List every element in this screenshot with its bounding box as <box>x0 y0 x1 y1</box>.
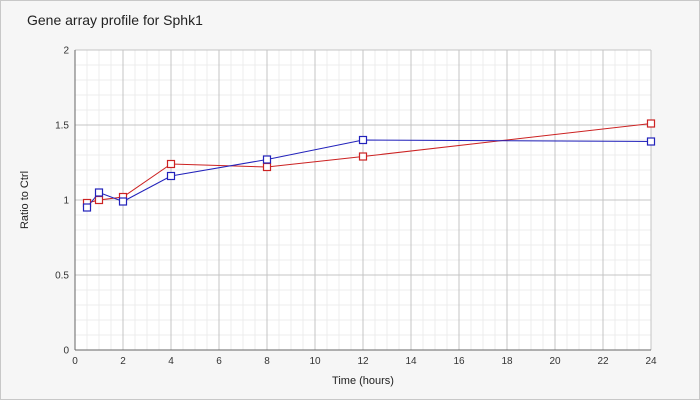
series-1-point <box>94 195 104 205</box>
x-tick-label: 14 <box>405 356 417 367</box>
x-tick-label: 0 <box>72 356 78 367</box>
x-tick-label: 2 <box>120 356 126 367</box>
y-tick-label: 2 <box>63 46 69 57</box>
series-2-point <box>82 203 92 212</box>
y-tick-label: 0 <box>63 346 69 357</box>
x-tick-label: 20 <box>549 356 561 367</box>
series-2-point <box>262 155 272 164</box>
chart-title: Gene array profile for Sphk1 <box>27 12 203 28</box>
series-1-point <box>358 152 368 161</box>
x-tick-label: 4 <box>168 356 174 367</box>
x-tick-label: 18 <box>501 356 513 367</box>
series-2-point <box>646 137 656 146</box>
x-axis-label: Time (hours) <box>332 375 394 387</box>
series-1-point <box>262 162 272 172</box>
series-2-point <box>118 197 128 206</box>
series-1-point <box>646 119 656 128</box>
y-axis-label: Ratio to Ctrl <box>19 171 31 229</box>
x-tick-label: 16 <box>453 356 465 367</box>
series-2-point <box>94 188 104 197</box>
series-2-point <box>166 171 176 181</box>
x-tick-label: 8 <box>264 356 270 367</box>
series-group <box>82 119 656 212</box>
y-tick-label: 0.5 <box>55 271 69 282</box>
y-tick-label: 1.5 <box>55 121 69 132</box>
axes <box>74 50 651 351</box>
series-1-point <box>166 159 176 169</box>
x-tick-label: 22 <box>597 356 609 367</box>
y-tick-label: 1 <box>63 196 69 207</box>
x-tick-label: 12 <box>357 356 369 367</box>
x-tick-label: 24 <box>645 356 657 367</box>
x-tick-label: 6 <box>216 356 222 367</box>
x-tick-label: 10 <box>309 356 321 367</box>
series-2-point <box>358 135 368 145</box>
